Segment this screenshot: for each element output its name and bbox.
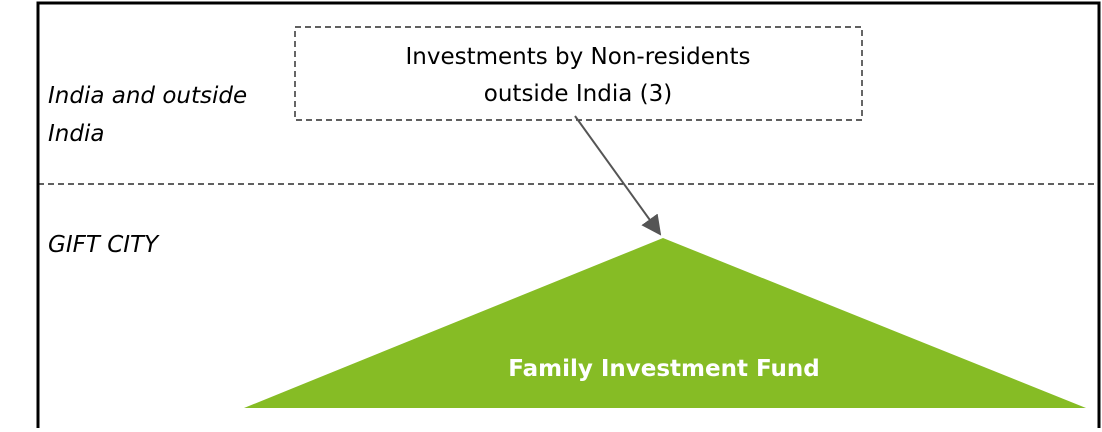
region-label-line: India (48, 121, 104, 147)
region-label-line: India and outside (48, 83, 247, 109)
node-box (294, 26, 863, 121)
node-label: Family Investment Fund (508, 356, 820, 382)
region-label: India and outside India (48, 83, 247, 147)
frame (36, 1, 1101, 428)
node-label: Investments by Non-residents (405, 44, 750, 70)
fund-triangle (244, 238, 1086, 408)
node-label: outside India (3) (484, 81, 672, 107)
region-label: GIFT CITY (48, 232, 160, 258)
arrow (574, 115, 662, 236)
